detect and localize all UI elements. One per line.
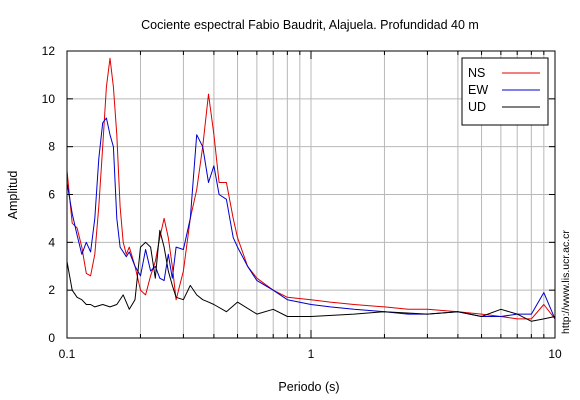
- credit-url: http://www.lis.ucr.ac.cr: [560, 230, 572, 334]
- legend-label-ns: NS: [468, 66, 485, 80]
- legend-label-ew: EW: [468, 83, 488, 97]
- x-tick-label: 0.1: [59, 347, 76, 361]
- y-tick-label: 8: [48, 140, 55, 154]
- x-axis-label: Periodo (s): [278, 380, 339, 394]
- x-tick-label: 10: [548, 347, 562, 361]
- y-tick-label: 2: [48, 283, 55, 297]
- legend-label-ud: UD: [468, 100, 486, 114]
- y-tick-label: 4: [48, 235, 55, 249]
- legend-box: [461, 57, 549, 126]
- y-tick-label: 12: [42, 44, 56, 58]
- axis-ticks: 0.1 1 10 0 2 4 6 8 10 12: [42, 44, 562, 361]
- chart-title: Cociente espectral Fabio Baudrit, Alajue…: [141, 18, 479, 32]
- y-tick-label: 10: [42, 92, 56, 106]
- series-line-ud: [66, 229, 556, 322]
- y-axis-label: Amplitud: [6, 171, 20, 220]
- x-tick-label: 1: [308, 347, 315, 361]
- y-tick-label: 0: [48, 331, 55, 345]
- series-layer: [66, 57, 556, 322]
- y-tick-label: 6: [48, 188, 55, 202]
- legend: NS EW UD: [461, 57, 549, 126]
- series-line-ns: [66, 57, 556, 320]
